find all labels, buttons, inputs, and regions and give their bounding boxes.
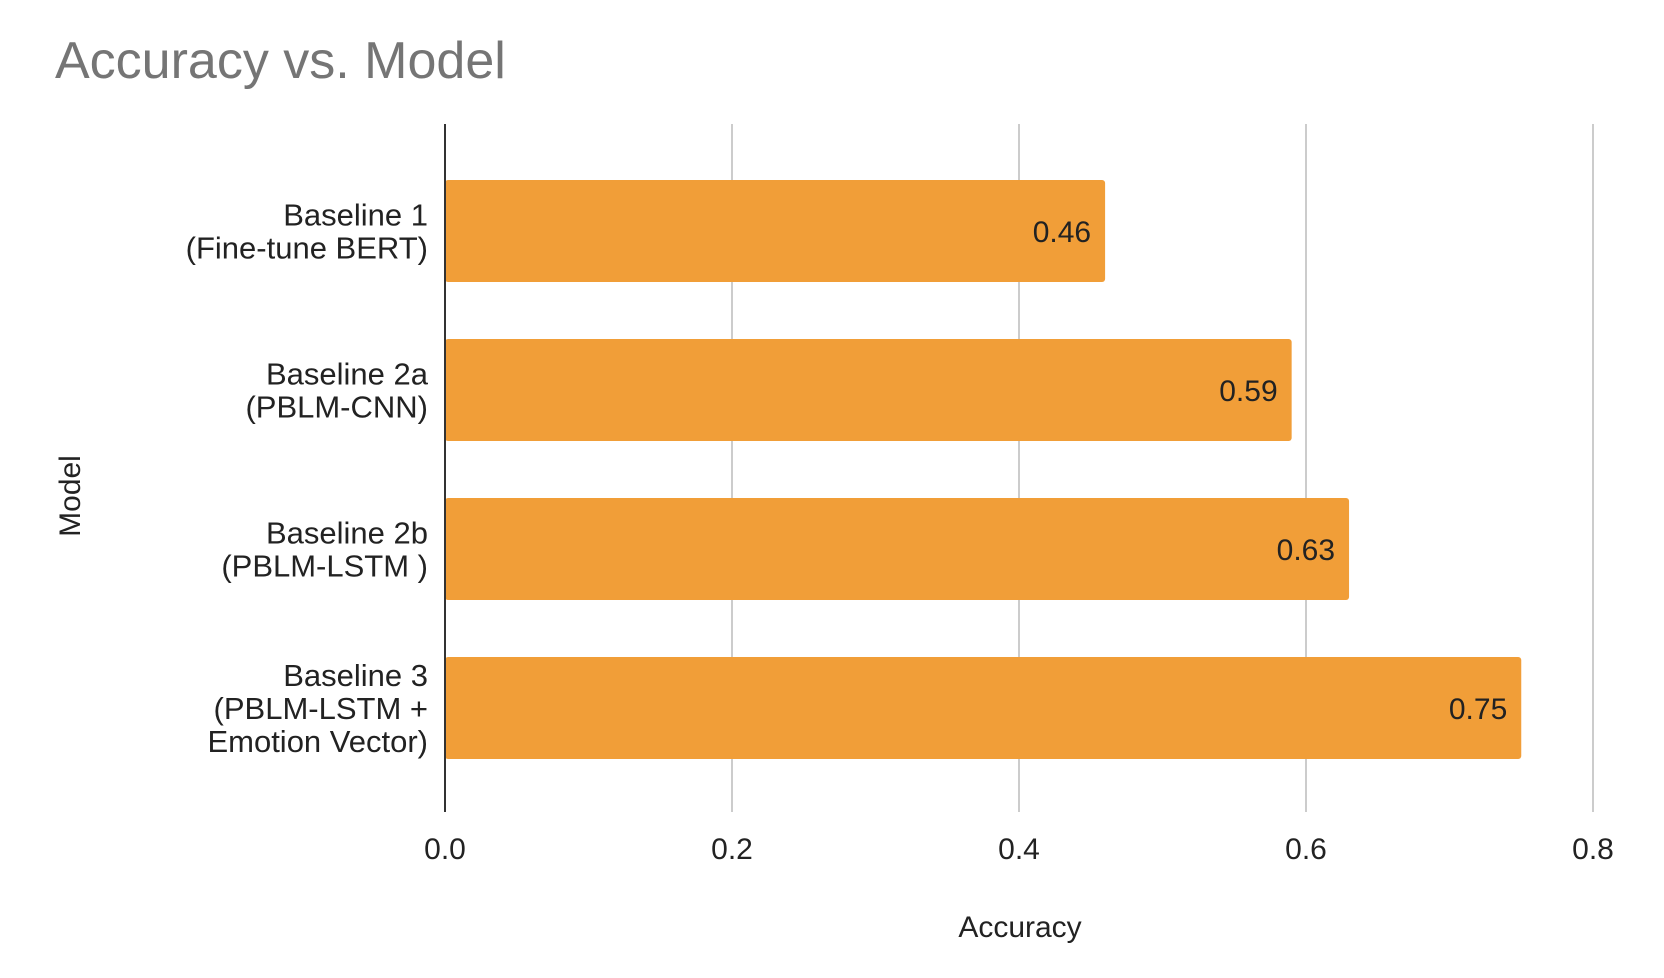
- category-label-line: (PBLM-CNN): [245, 390, 428, 425]
- data-label-1: 0.46: [1033, 216, 1091, 249]
- x-tick-label-4: 0.8: [1572, 833, 1614, 866]
- x-tick-label-3: 0.6: [1285, 833, 1327, 866]
- y-axis-title: Model: [54, 455, 87, 537]
- category-label-line: (PBLM-LSTM +: [214, 691, 428, 726]
- bar-2: [445, 339, 1292, 441]
- bars: 0.46 0.59 0.63 0.75: [445, 180, 1522, 759]
- category-label-2: Baseline 2a (PBLM-CNN): [245, 357, 428, 425]
- category-labels: Baseline 1 (Fine-tune BERT)Baseline 2a (PB…: [186, 198, 429, 760]
- category-label-line: (Fine-tune BERT): [186, 231, 428, 266]
- chart-title: Accuracy vs. Model: [55, 32, 506, 90]
- x-tick-label-1: 0.2: [711, 833, 753, 866]
- bar-4: [445, 657, 1522, 759]
- category-label-line: Emotion Vector): [207, 724, 428, 759]
- category-label-line: Baseline 2b: [266, 516, 428, 551]
- x-axis-title: Accuracy: [958, 911, 1081, 944]
- category-label-1: Baseline 1 (Fine-tune BERT): [186, 198, 428, 266]
- x-tick-labels: 0.0 0.2 0.4 0.6 0.8: [424, 833, 1614, 866]
- bar-1: [445, 180, 1106, 282]
- category-label-line: Baseline 2a: [266, 357, 429, 392]
- category-label-3: Baseline 2b (PBLM-LSTM ): [221, 516, 428, 584]
- x-tick-label-0: 0.0: [424, 833, 466, 866]
- data-label-2: 0.59: [1219, 375, 1277, 408]
- data-label-3: 0.63: [1277, 534, 1335, 567]
- data-label-4: 0.75: [1449, 693, 1507, 726]
- category-label-line: Baseline 3: [283, 658, 428, 693]
- category-label-line: (PBLM-LSTM ): [221, 549, 428, 584]
- x-tick-label-2: 0.4: [998, 833, 1040, 866]
- category-label-line: Baseline 1: [283, 198, 428, 233]
- bar-3: [445, 498, 1350, 600]
- category-label-4: Baseline 3 (PBLM-LSTM + Emotion Vector): [207, 658, 428, 759]
